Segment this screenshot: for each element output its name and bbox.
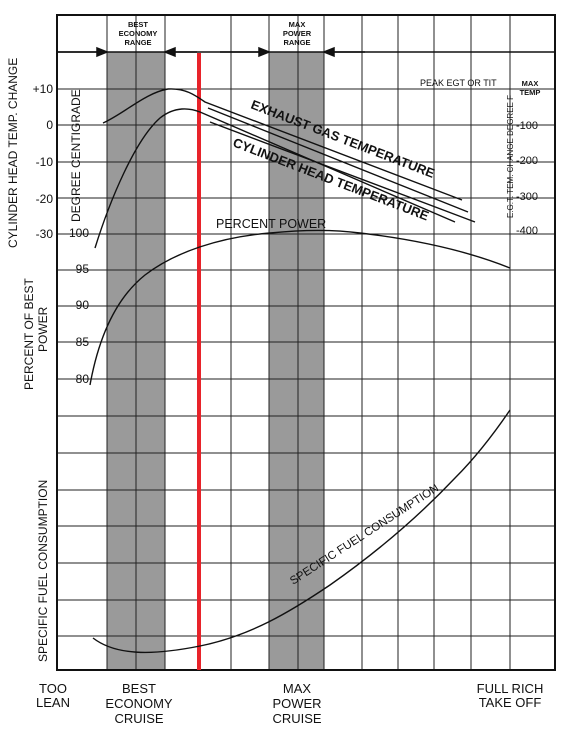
percent-power-label: PERCENT POWER [216,217,326,231]
power-tick-95: 95 [76,262,90,276]
full-rich-label-2: TAKE OFF [479,695,542,710]
full-rich-label-1: FULL RICH [477,681,544,696]
cht-tick-minus10: -10 [36,155,54,169]
best-economy-range-label-1: BEST [128,20,148,29]
chart-frame [56,14,556,671]
right-tick-100: -100 [516,120,538,132]
max-power-cruise-label-3: CRUISE [272,711,321,726]
too-lean-label-2: LEAN [36,695,70,710]
cht-curve [94,108,456,249]
max-power-range-label-3: RANGE [283,38,310,47]
cht-label: CYLINDER HEAD TEMPERATURE [231,135,431,224]
right-tick-300: -300 [516,191,538,203]
egt-curve [102,88,463,201]
percent-best-power-axis-title-2: POWER [36,306,50,352]
degree-centigrade-axis-title: DEGREE CENTIGRADE [69,89,83,222]
right-axis-title: E.G.T. TEM. CHANGE DEGREE F [506,95,515,218]
cht-curve-parallel [209,121,476,223]
power-tick-90: 90 [76,298,90,312]
max-power-cruise-label-1: MAX [283,681,312,696]
right-tick-200: -200 [516,155,538,167]
percent-best-power-axis-title-1: PERCENT OF BEST [22,278,36,390]
best-economy-range-label-3: RANGE [124,38,151,47]
max-power-range-label-1: MAX [289,20,306,29]
egt-curve-parallel-1 [207,107,469,213]
range-arrows [57,46,365,58]
curves [89,88,511,654]
power-tick-80: 80 [76,372,90,386]
too-lean-label-1: TOO [39,681,67,696]
cht-tick-plus10: +10 [33,82,54,96]
max-power-range-label-2: POWER [283,29,312,38]
max-temp-label-1: MAX [522,79,539,88]
cht-change-axis-title: CYLINDER HEAD TEMP. CHANGE [6,58,20,248]
sfc-curve [92,409,511,654]
percent-power-curve [89,229,511,386]
cht-tick-minus20: -20 [36,192,54,206]
right-tick-400: -400 [516,225,538,237]
cht-tick-minus30: -30 [36,227,54,241]
best-economy-cruise-label-2: ECONOMY [105,696,173,711]
best-economy-cruise-label-3: CRUISE [114,711,163,726]
cht-tick-0: 0 [46,118,53,132]
peak-egt-label: PEAK EGT OR TIT [420,78,497,88]
best-economy-range-label-2: ECONOMY [119,29,158,38]
power-tick-85: 85 [76,335,90,349]
max-power-cruise-label-2: POWER [272,696,321,711]
power-tick-100: 100 [69,226,89,240]
sfc-axis-title: SPECIFIC FUEL CONSUMPTION [36,480,50,662]
best-economy-cruise-label-1: BEST [122,681,156,696]
max-temp-label-2: TEMP [520,88,541,97]
